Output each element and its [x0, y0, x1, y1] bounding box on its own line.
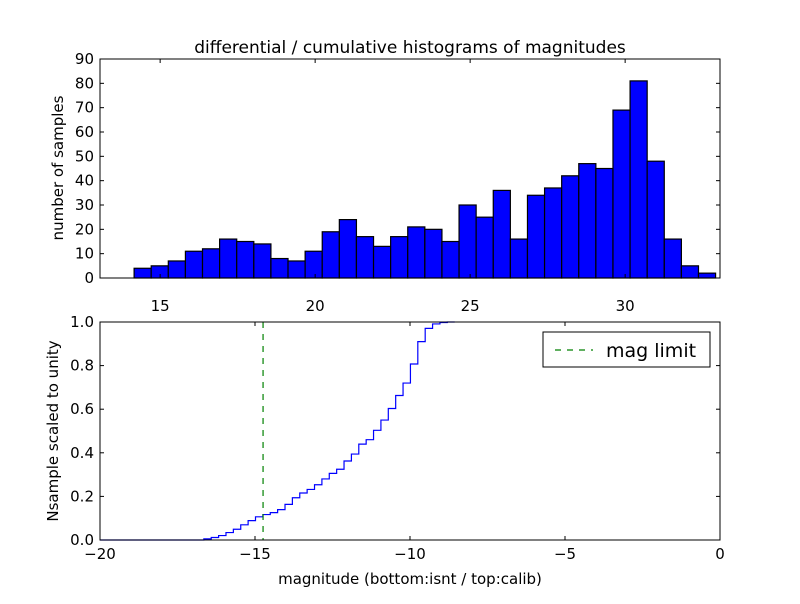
y-tick-label: 50	[75, 147, 94, 165]
bottom-x-axis-label: magnitude (bottom:isnt / top:calib)	[278, 570, 542, 588]
x-tick-label: −15	[239, 545, 271, 563]
top-histogram-axes: 0 10 20 30 40 50 60 70 80 90 15 20 25 30	[75, 50, 721, 315]
histogram-bar	[184, 250, 204, 279]
histogram-bar	[236, 240, 255, 279]
histogram-bar	[167, 260, 187, 279]
y-tick-label: 60	[75, 123, 94, 141]
histogram-bar	[355, 236, 375, 279]
histogram-bar	[646, 160, 665, 279]
top-axes-frame	[99, 58, 721, 279]
top-y-axis-label: number of samples	[49, 95, 67, 240]
histogram-bar	[697, 272, 717, 279]
x-tick-label: 20	[306, 297, 325, 315]
y-tick-label: 0.6	[70, 400, 94, 418]
x-tick-label: −20	[84, 545, 116, 563]
y-tick-label: 40	[75, 172, 94, 190]
histogram-bar	[441, 240, 460, 279]
histogram-bar	[595, 167, 614, 279]
chart-title: differential / cumulative histograms of …	[194, 38, 626, 58]
y-tick-label: 90	[75, 50, 94, 68]
histogram-bar	[492, 189, 511, 279]
y-tick-label: 30	[75, 196, 94, 214]
bottom-cumulative-axes: 0.0 0.2 0.4 0.6 0.8 1.0 −20 −15 −10 −5 0	[70, 313, 725, 563]
y-tick-label: 0	[84, 269, 94, 287]
y-tick-label: 0.8	[70, 357, 94, 375]
histogram-bar	[561, 175, 580, 279]
legend: mag limit	[542, 331, 711, 368]
histogram-bar	[390, 236, 409, 279]
y-tick-label: 0.2	[70, 487, 94, 505]
y-tick-label: 20	[75, 220, 94, 238]
bottom-y-axis-label: Nsample scaled to unity	[44, 340, 62, 521]
y-tick-label: 10	[75, 245, 94, 263]
histogram-bar	[424, 228, 443, 279]
x-tick-label: 25	[461, 297, 480, 315]
y-tick-label: 1.0	[70, 313, 94, 331]
histogram-bar	[680, 265, 700, 279]
histogram-bar	[458, 204, 477, 279]
histogram-bar	[304, 250, 323, 279]
y-tick-label: 70	[75, 99, 94, 117]
histogram-bar	[475, 216, 494, 279]
histogram-bar	[629, 80, 648, 279]
x-tick-label: 0	[715, 545, 725, 563]
histogram-bar	[372, 245, 392, 279]
histogram-bar	[338, 219, 358, 279]
x-tick-label: 15	[151, 297, 170, 315]
y-tick-label: 80	[75, 74, 94, 92]
histogram-bar	[270, 257, 289, 279]
histogram-bar	[253, 243, 272, 279]
histogram-bar	[543, 187, 563, 279]
x-tick-label: 30	[616, 297, 635, 315]
histogram-bar	[526, 194, 546, 279]
legend-mag-limit-label: mag limit	[606, 340, 696, 362]
histogram-bar	[663, 238, 682, 279]
histogram-bar	[219, 238, 238, 279]
histogram-bar	[612, 109, 631, 279]
histogram-bar	[201, 248, 221, 279]
x-tick-label: −10	[394, 545, 426, 563]
x-tick-label: −5	[554, 545, 576, 563]
histogram-bar	[287, 260, 306, 279]
y-tick-label: 0.0	[70, 531, 94, 549]
histogram-bar	[133, 267, 152, 279]
histogram-bar	[509, 238, 529, 279]
cumulative-line	[100, 321, 455, 541]
histogram-bar	[407, 226, 426, 279]
histogram-bar	[321, 231, 340, 279]
y-tick-label: 0.4	[70, 444, 94, 462]
histogram-bar	[578, 163, 597, 279]
